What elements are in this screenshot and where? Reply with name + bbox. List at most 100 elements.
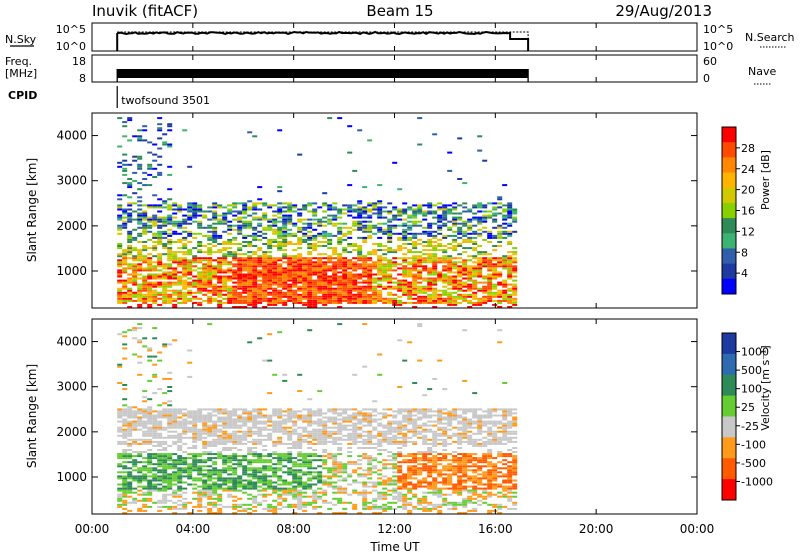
heatmap-cell (222, 479, 228, 482)
heatmap-cell (232, 238, 238, 241)
heatmap-cell (257, 263, 263, 266)
heatmap-cell (417, 451, 423, 453)
heatmap-cell (207, 224, 213, 227)
heatmap-cell (397, 208, 403, 211)
heatmap-cell (122, 182, 128, 185)
heatmap-cell (372, 267, 378, 270)
heatmap-cell (127, 218, 133, 221)
heatmap-cell (242, 416, 248, 419)
heatmap-cell (197, 497, 203, 500)
heatmap-cell (162, 469, 168, 472)
heatmap-cell (287, 436, 293, 439)
heatmap-cell (447, 303, 453, 306)
heatmap-cell (357, 208, 363, 211)
heatmap-cell (237, 442, 243, 445)
heatmap-cell (197, 291, 203, 294)
heatmap-cell (307, 222, 313, 225)
heatmap-cell (252, 251, 258, 254)
heatmap-cell (222, 477, 228, 480)
heatmap-cell (277, 216, 283, 219)
heatmap-cell (272, 451, 278, 453)
heatmap-cell (432, 297, 438, 300)
heatmap-cell (477, 273, 483, 276)
heatmap-cell (452, 301, 458, 304)
heatmap-cell (362, 453, 368, 456)
heatmap-cell (247, 257, 253, 260)
heatmap-cell (212, 216, 218, 219)
heatmap-cell (372, 301, 378, 304)
heatmap-cell (127, 287, 133, 290)
heatmap-cell (477, 232, 483, 235)
heatmap-cell (167, 400, 173, 403)
heatmap-cell (347, 432, 353, 435)
heatmap-cell (292, 491, 298, 494)
heatmap-cell (412, 469, 418, 472)
heatmap-cell (387, 414, 393, 417)
heatmap-cell (177, 444, 183, 447)
heatmap-cell (157, 220, 163, 223)
heatmap-cell (122, 475, 128, 478)
heatmap-cell (117, 477, 123, 480)
heatmap-cell (147, 355, 153, 358)
heatmap-cell (432, 442, 438, 445)
heatmap-cell (257, 471, 263, 474)
heatmap-cell (452, 271, 458, 274)
heatmap-cell (457, 243, 463, 245)
heatmap-cell (492, 236, 498, 239)
heatmap-cell (422, 501, 428, 504)
heatmap-cell (192, 255, 198, 258)
heatmap-cell (242, 491, 248, 494)
heatmap-cell (187, 210, 193, 213)
heatmap-cell (432, 247, 438, 250)
heatmap-cell (332, 263, 338, 266)
heatmap-cell (227, 210, 233, 213)
heatmap-cell (207, 491, 213, 494)
heatmap-cell (192, 455, 198, 458)
heatmap-cell (432, 255, 438, 258)
heatmap-cell (192, 461, 198, 464)
heatmap-cell (492, 277, 498, 280)
heatmap-cell (347, 285, 353, 288)
heatmap-cell (182, 408, 188, 411)
heatmap-cell (242, 469, 248, 472)
heatmap-cell (442, 212, 448, 215)
heatmap-cell (452, 291, 458, 294)
heatmap-cell (302, 485, 308, 488)
heatmap-cell (232, 471, 238, 474)
heatmap-cell (327, 418, 333, 421)
heatmap-cell (242, 408, 248, 411)
heatmap-cell (397, 442, 403, 445)
heatmap-cell (317, 424, 323, 427)
heatmap-cell (292, 477, 298, 480)
heatmap-cell (142, 337, 148, 340)
heatmap-cell (287, 267, 293, 270)
heatmap-cell (222, 257, 228, 260)
heatmap-cell (232, 512, 238, 514)
heatmap-cell (127, 487, 133, 490)
heatmap-cell (177, 247, 183, 250)
heatmap-cell (157, 230, 163, 233)
heatmap-cell (272, 269, 278, 272)
heatmap-cell (227, 424, 233, 427)
heatmap-cell (132, 477, 138, 480)
heatmap-cell (372, 212, 378, 215)
heatmap-cell (352, 301, 358, 304)
heatmap-cell (412, 465, 418, 468)
heatmap-cell (192, 459, 198, 462)
heatmap-cell (192, 438, 198, 441)
heatmap-cell (277, 489, 283, 492)
heatmap-cell (322, 265, 328, 268)
heatmap-cell (237, 408, 243, 411)
heatmap-cell (507, 306, 513, 308)
heatmap-cell (327, 241, 333, 243)
heatmap-cell (277, 129, 283, 132)
heatmap-cell (292, 234, 298, 237)
heatmap-cell (192, 236, 198, 239)
heatmap-cell (212, 285, 218, 288)
heatmap-cell (412, 428, 418, 431)
heatmap-cell (127, 208, 133, 211)
heatmap-cell (162, 232, 168, 235)
heatmap-cell (307, 414, 313, 417)
heatmap-cell (342, 208, 348, 211)
heatmap-cell (152, 424, 158, 427)
